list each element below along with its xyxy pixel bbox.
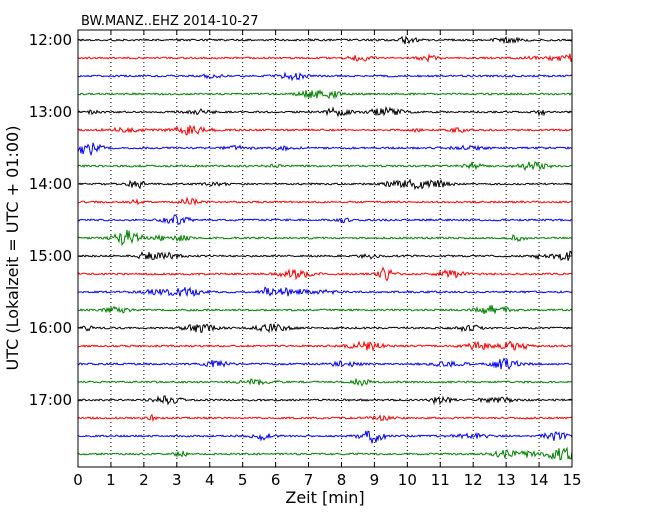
trace-line <box>77 446 573 461</box>
seismic-traces <box>77 35 573 461</box>
trace-line <box>77 53 573 63</box>
trace-line <box>77 266 572 282</box>
y-tick-label: 14:00 <box>29 175 72 193</box>
trace-line <box>77 378 573 387</box>
x-tick-label: 6 <box>271 471 281 489</box>
x-tick-label: 4 <box>205 471 215 489</box>
trace-line <box>77 395 573 406</box>
x-axis-label: Zeit [min] <box>285 488 364 507</box>
x-tick-label: 10 <box>398 471 417 489</box>
plot-frame <box>77 29 573 468</box>
trace-line <box>77 430 573 444</box>
trace-line <box>77 305 573 315</box>
y-axis-ticks: 12:00 13:00 14:00 15:00 16:00 17:00 <box>29 31 572 409</box>
trace-line <box>77 357 573 370</box>
x-tick-label: 1 <box>106 471 116 489</box>
x-tick-label: 11 <box>431 471 450 489</box>
x-tick-label: 5 <box>238 471 248 489</box>
x-tick-label: 9 <box>370 471 380 489</box>
x-axis-ticks: 0 1 2 3 4 5 6 7 8 9 10 11 12 13 14 15 <box>73 30 582 489</box>
trace-line <box>77 196 573 206</box>
y-tick-label: 13:00 <box>29 103 72 121</box>
trace-line <box>77 286 573 298</box>
trace-line <box>77 250 573 261</box>
x-tick-label: 13 <box>497 471 516 489</box>
x-tick-label: 12 <box>464 471 483 489</box>
trace-line <box>77 229 573 247</box>
trace-line <box>77 142 573 157</box>
trace-line <box>77 161 573 172</box>
trace-line <box>77 214 573 226</box>
trace-line <box>77 413 573 423</box>
vertical-gridlines <box>110 30 540 467</box>
trace-line <box>77 323 573 334</box>
trace-line <box>77 35 573 45</box>
x-tick-label: 3 <box>172 471 182 489</box>
y-tick-label: 16:00 <box>29 319 72 337</box>
trace-line <box>77 105 573 118</box>
trace-line <box>77 71 573 82</box>
x-tick-label: 15 <box>562 471 581 489</box>
x-tick-label: 2 <box>139 471 149 489</box>
x-tick-label: 7 <box>304 471 314 489</box>
trace-line <box>77 89 573 100</box>
trace-line <box>77 178 573 191</box>
x-tick-label: 8 <box>337 471 347 489</box>
y-axis-label: UTC (Lokalzeit = UTC + 01:00) <box>3 126 22 371</box>
x-tick-label: 14 <box>530 471 549 489</box>
chart-title: BW.MANZ..EHZ 2014-10-27 <box>81 14 259 29</box>
y-tick-label: 15:00 <box>29 247 72 265</box>
trace-line <box>77 124 573 136</box>
y-tick-label: 17:00 <box>29 391 72 409</box>
trace-line <box>77 340 573 352</box>
y-tick-label: 12:00 <box>29 31 72 49</box>
x-tick-label: 0 <box>73 471 83 489</box>
